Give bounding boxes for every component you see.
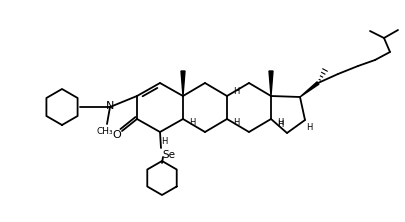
Text: H: H [233,117,239,127]
Text: N: N [106,101,114,111]
Polygon shape [181,71,185,96]
Text: CH₃: CH₃ [97,127,113,135]
Polygon shape [269,71,273,96]
Text: H: H [233,87,239,95]
Text: H: H [189,117,195,127]
Text: Se: Se [162,150,175,160]
Text: O: O [113,130,121,140]
Text: H: H [161,137,167,145]
Text: H: H [277,117,283,127]
Text: H: H [306,123,312,131]
Text: H: H [277,119,283,129]
Polygon shape [300,82,319,97]
